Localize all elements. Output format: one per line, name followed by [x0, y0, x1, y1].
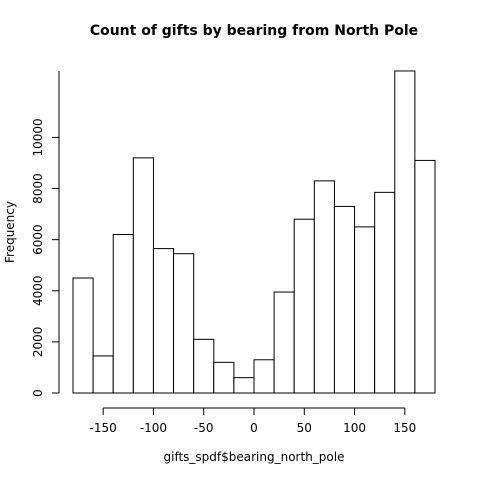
- histogram-bar: [354, 226, 376, 394]
- x-axis-label: gifts_spdf$bearing_north_pole: [164, 450, 345, 464]
- histogram-bar: [374, 191, 396, 394]
- x-tick-label: -50: [194, 421, 214, 435]
- histogram-bar: [92, 355, 114, 394]
- y-tick-label: 4000: [31, 275, 45, 306]
- y-axis-label: Frequency: [3, 201, 17, 263]
- x-tick-label: -150: [90, 421, 117, 435]
- x-tick-label: 100: [343, 421, 366, 435]
- y-tick-label: 8000: [31, 173, 45, 204]
- histogram-bar: [173, 253, 195, 394]
- histogram-bar: [152, 248, 175, 394]
- x-tick-label: -100: [140, 421, 167, 435]
- y-tick-label: 10000: [31, 118, 45, 156]
- histogram-bar: [394, 70, 416, 394]
- histogram-bar: [72, 277, 94, 394]
- histogram-bar: [414, 159, 436, 394]
- y-tick-label: 6000: [31, 224, 45, 255]
- histogram-bar: [253, 359, 275, 394]
- histogram-bar: [313, 180, 335, 394]
- histogram-bar: [112, 234, 134, 394]
- y-tick-label: 2000: [31, 327, 45, 358]
- histogram-bar: [132, 157, 154, 394]
- y-axis: 0 2000 4000 6000 8000 10000: [31, 70, 60, 397]
- histogram-bar: [293, 218, 315, 394]
- histogram-bar: [233, 377, 255, 394]
- x-tick-label: 50: [297, 421, 312, 435]
- x-tick-label: 0: [250, 421, 258, 435]
- histogram-bar: [333, 205, 356, 394]
- x-tick-label: 150: [393, 421, 416, 435]
- y-tick-label: 0: [31, 389, 45, 397]
- bars-group: [72, 70, 436, 394]
- histogram-bar: [213, 361, 235, 394]
- chart-title: Count of gifts by bearing from North Pol…: [90, 23, 418, 39]
- x-axis: -150 -100 -50 0 50 100 150: [90, 407, 416, 435]
- histogram-bar: [193, 338, 215, 394]
- histogram-bar: [273, 291, 295, 394]
